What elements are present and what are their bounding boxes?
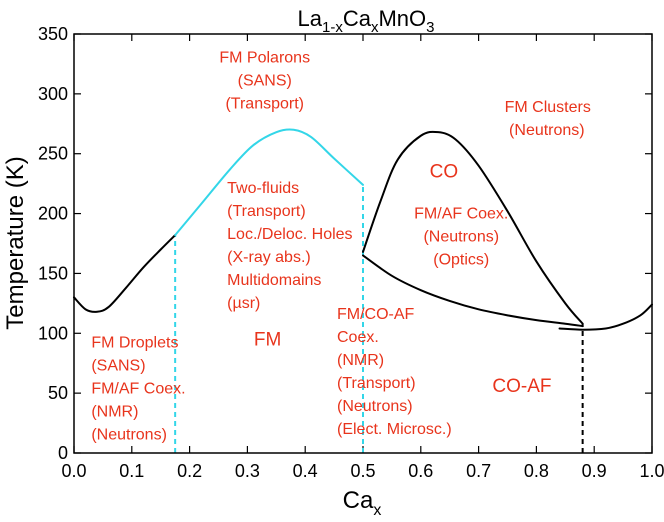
x-tick-label: 1.0 [639, 461, 664, 481]
region-annotation: CO [430, 162, 459, 183]
series-line-co-af-tn [558, 303, 653, 331]
x-tick-label: 0.5 [350, 461, 375, 481]
annotation-line: Coex. [337, 329, 379, 346]
plot-frame [73, 33, 653, 454]
annotation-line: (Transport) [337, 375, 416, 392]
series-line-fm-tc [174, 128, 364, 237]
annotation-line: CO-AF [492, 376, 551, 397]
x-axis-title: Cax [343, 487, 382, 519]
annotation-line: FM/CO-AF [337, 306, 415, 323]
y-tick-label: 150 [38, 263, 68, 283]
y-axis-title: Temperature (K) [2, 156, 29, 329]
series-line-co-boundary [362, 130, 584, 325]
annotation-line: FM/AF Coex. [91, 381, 185, 398]
annotation-line: FM [254, 329, 281, 350]
y-tick-label: 300 [38, 84, 68, 104]
annotation-line: (X-ray abs.) [227, 249, 311, 266]
region-annotation: FM [254, 329, 281, 350]
annotation-line: Multidomains [227, 272, 321, 289]
x-tick-label: 0.0 [61, 461, 86, 481]
annotation-line: (NMR) [337, 352, 384, 369]
region-annotation: FM/CO-AF Coex. (NMR) (Transport) (Neutrons) (… [337, 306, 452, 438]
annotation-line: (Neutrons) [91, 427, 167, 444]
annotation-line: (µsr) [227, 295, 260, 312]
x-tick-label: 0.6 [408, 461, 433, 481]
annotation-line: (SANS) [91, 358, 145, 375]
series-line-low-t-boundary [73, 234, 177, 313]
annotation-line: Loc./Deloc. Holes [227, 226, 352, 243]
x-tick-label: 0.1 [119, 461, 144, 481]
y-tick-label: 0 [58, 443, 68, 463]
annotation-line: (Elect. Microsc.) [337, 421, 452, 438]
annotation-line: FM Droplets [91, 335, 178, 352]
annotation-line: CO [430, 162, 459, 183]
y-tick-label: 200 [38, 204, 68, 224]
annotation-line: (Transport) [227, 203, 306, 220]
y-tick-label: 100 [38, 323, 68, 343]
annotation-line: FM Polarons [219, 50, 310, 67]
region-annotation: FM/AF Coex. (Neutrons) (Optics) [414, 205, 508, 268]
x-tick-label: 0.9 [582, 461, 607, 481]
series-line-fm-co-af-boundary [362, 254, 584, 328]
annotation-line: Two-fluids [227, 180, 299, 197]
annotation-line: FM/AF Coex. [414, 205, 508, 222]
region-annotation: FM Clusters (Neutrons) [505, 99, 591, 139]
y-tick-label: 50 [48, 383, 68, 403]
x-tick-label: 0.7 [466, 461, 491, 481]
annotation-line: (NMR) [91, 404, 138, 421]
annotation-line: (Neutrons) [337, 398, 413, 415]
plot-area: 0.0 0.1 0.2 0.3 0.4 0.5 0.6 0.7 0.8 0.9 1.0 0 50 100 1… [38, 24, 664, 481]
annotation-line: FM Clusters [505, 99, 591, 116]
x-tick-label: 0.3 [235, 461, 260, 481]
annotation-line: (Neutrons) [505, 122, 585, 139]
annotation-line: (Transport) [225, 96, 304, 113]
annotation-line: (SANS) [238, 73, 292, 90]
x-tick-label: 0.4 [293, 461, 318, 481]
x-tick-label: 0.2 [177, 461, 202, 481]
y-tick-label: 350 [38, 24, 68, 44]
region-annotation: Two-fluids (Transport) Loc./Deloc. Holes (X… [227, 180, 352, 312]
region-annotation: FM Droplets (SANS) FM/AF Coex. (NMR) (Neutro… [91, 335, 185, 444]
annotation-line: (Neutrons) [423, 228, 499, 245]
region-annotation: CO-AF [492, 376, 551, 397]
region-annotation: FM Polarons (SANS) (Transport) [219, 50, 310, 113]
chart-title: La1-xCaxMnO3 [298, 6, 435, 36]
x-tick-label: 0.8 [524, 461, 549, 481]
annotation-line: (Optics) [433, 251, 489, 268]
y-tick-label: 250 [38, 144, 68, 164]
